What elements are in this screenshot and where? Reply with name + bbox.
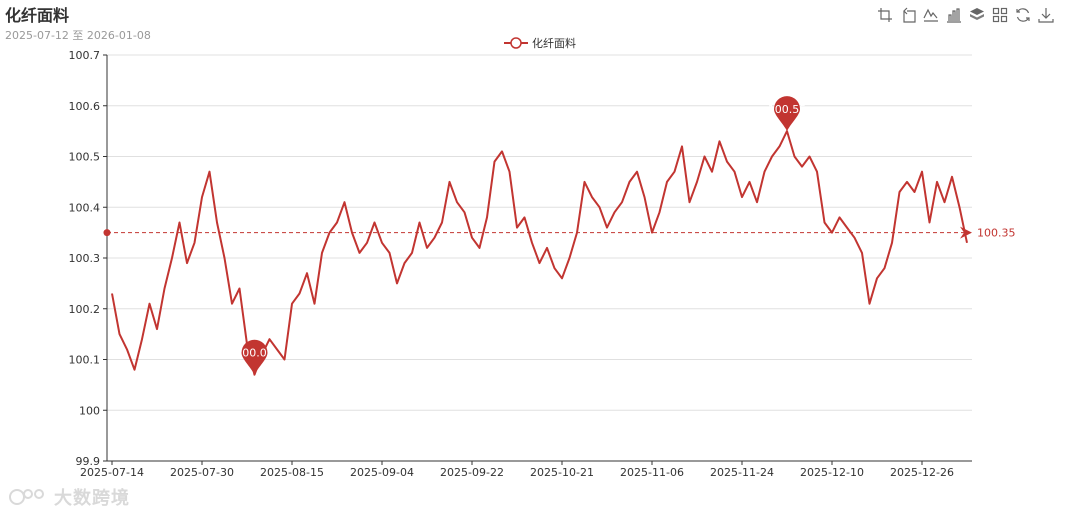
x-tick-label: 2025-07-14 — [80, 466, 144, 479]
x-tick-label: 2025-09-22 — [440, 466, 504, 479]
min-mark-pin — [241, 339, 268, 375]
bar-chart-icon[interactable] — [945, 6, 962, 23]
y-tick-label: 100.2 — [69, 303, 101, 316]
y-tick-label: 100.7 — [69, 49, 101, 62]
min-mark-label: 100.07 — [235, 347, 274, 360]
y-tick-label: 100 — [79, 404, 100, 417]
y-tick-label: 100.1 — [69, 354, 101, 367]
x-tick-label: 2025-10-21 — [530, 466, 594, 479]
chart-title: 化纤面料 — [5, 6, 70, 25]
y-tick-label: 100.3 — [69, 252, 101, 265]
average-line-start-dot — [103, 229, 111, 237]
max-mark-label: 100.55 — [768, 103, 807, 116]
x-tick-label: 2025-11-24 — [710, 466, 774, 479]
watermark-text: 大数跨境 — [54, 488, 130, 509]
x-tick-label: 2025-08-15 — [260, 466, 324, 479]
watermark: 大数跨境 — [8, 484, 130, 510]
watermark-logo-icon — [9, 489, 44, 505]
y-tick-label: 100.6 — [69, 100, 101, 113]
download-icon[interactable] — [1037, 6, 1054, 23]
restore-icon[interactable] — [1014, 6, 1031, 23]
series-line — [111, 130, 968, 376]
max-mark-pin — [774, 96, 800, 132]
chart-date-range: 2025-07-12 至 2026-01-08 — [5, 29, 151, 42]
x-tick-label: 2025-12-10 — [800, 466, 864, 479]
average-line-arrow — [960, 226, 972, 239]
y-tick-label: 99.9 — [76, 455, 101, 468]
toolbox — [876, 6, 1054, 23]
average-line-label: 100.35 — [977, 227, 1016, 240]
stack-icon[interactable] — [968, 6, 985, 23]
x-tick-label: 2025-12-26 — [890, 466, 954, 479]
line-chart-icon[interactable] — [922, 6, 939, 23]
x-tick-label: 2025-11-06 — [620, 466, 684, 479]
legend-line-icon — [504, 37, 528, 49]
zoom-icon[interactable] — [876, 6, 893, 23]
legend-label: 化纤面料 — [532, 37, 576, 50]
tiled-icon[interactable] — [991, 6, 1008, 23]
y-tick-label: 100.4 — [69, 201, 101, 214]
x-tick-label: 2025-07-30 — [170, 466, 234, 479]
legend-item[interactable]: 化纤面料 — [504, 35, 576, 51]
x-tick-label: 2025-09-04 — [350, 466, 414, 479]
zoom-reset-icon[interactable] — [899, 6, 916, 23]
y-tick-label: 100.5 — [69, 151, 101, 164]
